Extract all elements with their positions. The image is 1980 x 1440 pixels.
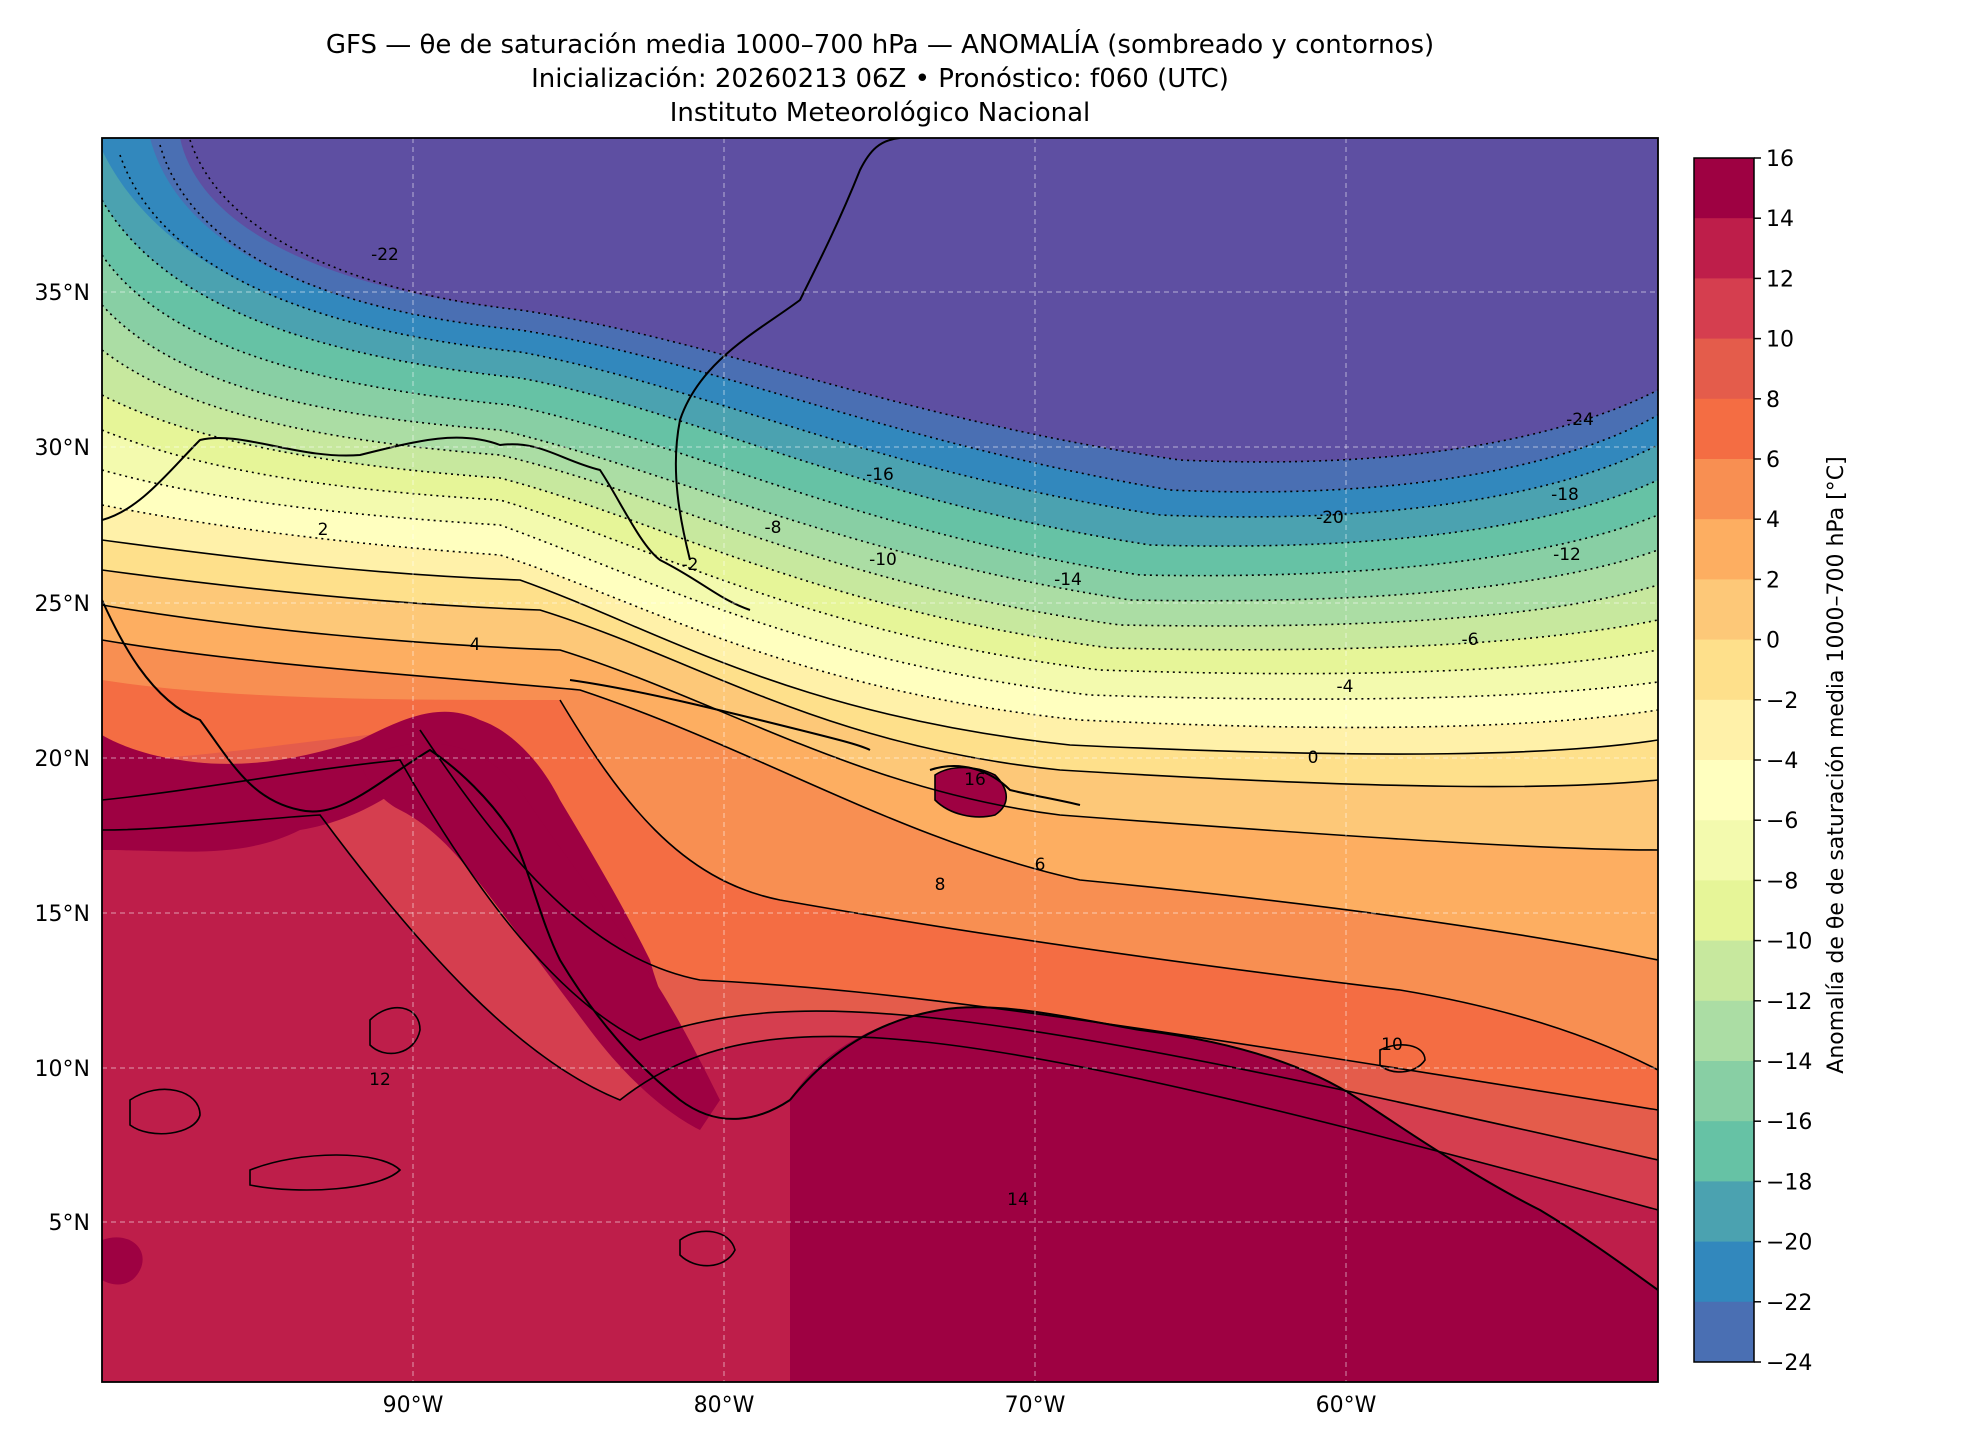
colorbar-tick-label: 4 [1766,508,1780,533]
coastlines [102,138,1658,1291]
colorbar-swatch [1694,158,1754,219]
colorbar-tick-label: 14 [1766,207,1794,232]
colorbar-tick-label: −4 [1766,749,1798,774]
contour-label: 2 [318,520,329,540]
colorbar-tick-label: −8 [1766,869,1798,894]
map-title: GFS — θe de saturación media 1000–700 hP… [102,28,1658,130]
band-16-hispaniola [935,767,1007,817]
colorbar-swatch [1694,1301,1754,1363]
colorbar-tick-label: 10 [1766,328,1794,353]
colorbar-swatch [1694,1061,1754,1122]
contour-label: -24 [1566,410,1594,430]
colorbar-swatch [1694,1000,1754,1062]
colorbar-swatch [1694,278,1754,340]
lat-tick-5: 5°N [49,1211,90,1236]
colorbar-swatch [1694,940,1754,1002]
lat-tick-20: 20°N [35,747,90,772]
colorbar-swatch [1694,639,1754,701]
contour-label: 14 [1007,1190,1029,1210]
contour-label: -6 [1462,630,1479,650]
colorbar-swatch [1694,760,1754,821]
contour-label: 10 [1381,1035,1403,1055]
map-plot-area[interactable]: -24 -22 -20 -18 -16 -14 -12 -10 -8 -6 -4… [102,138,1658,1382]
lon-tick-70w: 70°W [1005,1393,1066,1418]
colorbar-swatch [1694,1121,1754,1182]
contour-label: -10 [869,550,897,570]
colorbar-swatch [1694,579,1754,641]
lat-tick-10: 10°N [35,1057,90,1082]
contour-label: -2 [682,555,699,575]
colorbar-tick-label: 2 [1766,568,1780,593]
colorbar: 16 14 12 10 8 6 4 2 0 −2 −4 −6 −8 −10 −12 −14 −16 −18 −20 −… [1693,147,1812,1376]
contour-label: -16 [866,465,894,485]
lat-ticks: 35°N 30°N 25°N 20°N 15°N 10°N 5°N [35,281,90,1236]
colorbar-label: Anomalía de θe de saturación media 1000–… [1824,456,1849,1073]
contour-label: -14 [1054,570,1082,590]
colorbar-tick-label: −16 [1766,1110,1812,1135]
title-line-3: Instituto Meteorológico Nacional [669,98,1091,128]
lon-ticks: 90°W 80°W 70°W 60°W [383,1393,1377,1418]
contour-label: -20 [1316,508,1344,528]
title-line-2: Inicialización: 20260213 06Z • Pronóstic… [531,64,1229,94]
colorbar-tick-label: 12 [1766,267,1794,292]
contour-label: -8 [765,518,782,538]
colorbar-tick-label: −14 [1766,1050,1812,1075]
colorbar-tick-label: −2 [1766,689,1798,714]
lon-tick-60w: 60°W [1316,1393,1377,1418]
band-16-mexico [102,711,700,1110]
contour-label: 4 [470,635,481,655]
colorbar-swatch [1694,820,1754,881]
contour-label: 6 [1035,855,1046,875]
lat-tick-25: 25°N [35,592,90,617]
colorbar-tick-label: −10 [1766,930,1812,955]
colorbar-swatch [1694,398,1754,460]
colorbar-swatch [1694,1241,1754,1303]
lat-tick-30: 30°N [35,436,90,461]
band-16-south-america [790,1007,1658,1382]
negative-contours [102,139,1658,729]
colorbar-tick-label: −12 [1766,990,1812,1015]
colorbar-swatch [1694,699,1754,761]
colorbar-tick-label: 8 [1766,388,1780,413]
contour-label: 0 [1308,748,1319,768]
lon-tick-90w: 90°W [383,1393,444,1418]
colorbar-swatch [1694,459,1754,520]
lat-tick-15: 15°N [35,902,90,927]
colorbar-tick-label: −22 [1766,1291,1812,1316]
contour-label: 12 [369,1070,391,1090]
colorbar-tick-label: 16 [1766,147,1794,172]
colorbar-tick-label: −6 [1766,809,1798,834]
colorbar-tick-label: −18 [1766,1170,1812,1195]
contour-label: -4 [1337,677,1354,697]
contour-label: 8 [935,875,946,895]
title-line-1: GFS — θe de saturación media 1000–700 hP… [325,30,1435,60]
contour-label: -22 [371,245,399,265]
contour-label: 16 [964,770,986,790]
colorbar-swatch [1694,218,1754,279]
colorbar-swatch [1694,519,1754,580]
positive-contours [102,539,1658,1267]
lon-tick-80w: 80°W [694,1393,755,1418]
graticule [102,138,1658,1382]
colorbar-swatch [1694,880,1754,942]
colorbar-tick-label: 6 [1766,448,1780,473]
contour-label: -18 [1551,485,1579,505]
contour-label: -12 [1553,545,1581,565]
map-frame [101,137,1659,1383]
colorbar-tick-label: −24 [1766,1351,1812,1376]
colorbar-tick-label: −20 [1766,1231,1812,1256]
colorbar-tick-label: 0 [1766,629,1780,654]
contour-labels: -24 -22 -20 -18 -16 -14 -12 -10 -8 -6 -4… [318,245,1594,1210]
band-16-central-america [360,743,720,1130]
band-16-southwest [102,1237,143,1285]
colorbar-swatch [1694,338,1754,400]
lat-tick-35: 35°N [35,281,90,306]
colorbar-swatch [1694,1181,1754,1243]
